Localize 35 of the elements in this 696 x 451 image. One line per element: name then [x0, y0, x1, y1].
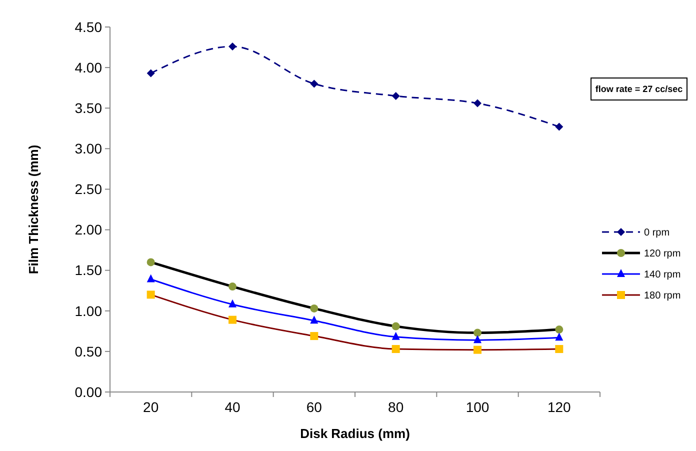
y-tick-label: 2.50 [74, 181, 102, 198]
y-tick-label: 3.00 [74, 140, 102, 157]
point [146, 274, 155, 282]
x-tick-label: 20 [143, 399, 159, 415]
y-tick-label: 3.50 [74, 100, 102, 116]
x-tick-label: 60 [306, 399, 322, 415]
annotation: flow rate = 27 cc/sec [595, 84, 683, 94]
point [310, 80, 318, 88]
point [228, 299, 236, 308]
y-tick-label: 4.00 [74, 59, 102, 76]
point [555, 122, 564, 131]
x-axis-title: Disk Radius (mm) [300, 426, 410, 441]
y-tick-label: 4.50 [74, 18, 102, 35]
point [392, 92, 400, 100]
point [474, 335, 482, 344]
y-tick-label: 2.00 [74, 222, 102, 238]
legend-label: 0 rpm [644, 228, 670, 238]
y-tick-label: 0.00 [74, 384, 102, 400]
legend-label: 140 rpm [644, 270, 681, 280]
x-tick-label: 100 [466, 399, 490, 415]
x-tick-label: 40 [224, 399, 240, 415]
x-tick-label: 80 [388, 399, 404, 415]
y-axis-title: Film Thickness (mm) [26, 144, 41, 274]
point [228, 42, 236, 50]
point [474, 99, 482, 108]
legend-label: 120 rpm [644, 248, 681, 260]
y-tick-label: 0.50 [74, 343, 102, 360]
point [310, 316, 318, 324]
point [146, 69, 155, 78]
y-tick-label: 1.00 [74, 302, 102, 319]
legend-label: 180 rpm [644, 290, 681, 302]
y-tick-label: 1.50 [74, 262, 102, 278]
point [555, 332, 564, 341]
point [392, 332, 400, 340]
x-tick-label: 120 [547, 399, 572, 415]
